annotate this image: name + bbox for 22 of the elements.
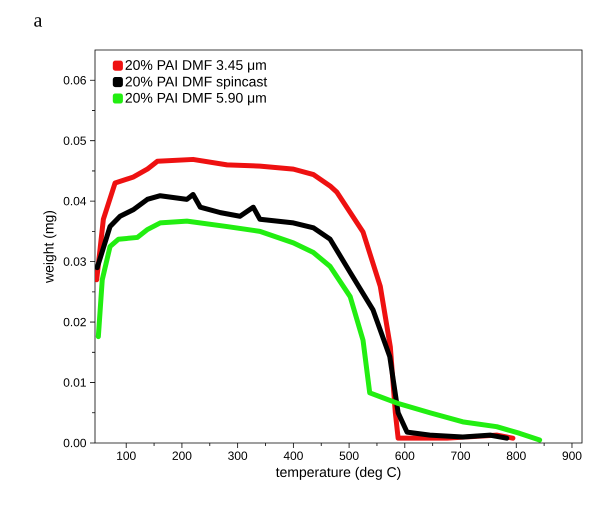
y-axis-title: weight (mg) <box>43 210 56 283</box>
x-axis-title: temperature (deg C) <box>276 466 400 480</box>
legend-label: 20% PAI DMF 5.90 μm <box>126 92 266 106</box>
x-tick-label: 900 <box>562 452 582 460</box>
x-tick-label: 300 <box>228 452 248 460</box>
legend-label: 20% PAI DMF 3.45 μm <box>126 60 266 72</box>
legend-label: 20% PAI DMF spincast <box>126 76 268 90</box>
x-tick-label: 400 <box>284 452 303 460</box>
x-tick-label: 100 <box>117 452 136 460</box>
y-tick-label: 0.00 <box>64 438 86 448</box>
x-tick-label: 700 <box>451 452 470 460</box>
y-tick-label: 0.05 <box>64 136 86 145</box>
x-tick-label: 500 <box>340 452 359 460</box>
y-tick-label: 0.06 <box>64 76 86 84</box>
y-tick-label: 0.01 <box>64 378 86 387</box>
chart-title: a <box>34 17 42 27</box>
x-tick-label: 600 <box>395 452 414 460</box>
y-tick-label: 0.02 <box>64 318 86 326</box>
x-tick-label: 200 <box>172 452 192 460</box>
x-tick-label: 800 <box>506 452 526 460</box>
y-tick-label: 0.03 <box>64 257 86 266</box>
y-tick-label: 0.04 <box>64 196 86 206</box>
